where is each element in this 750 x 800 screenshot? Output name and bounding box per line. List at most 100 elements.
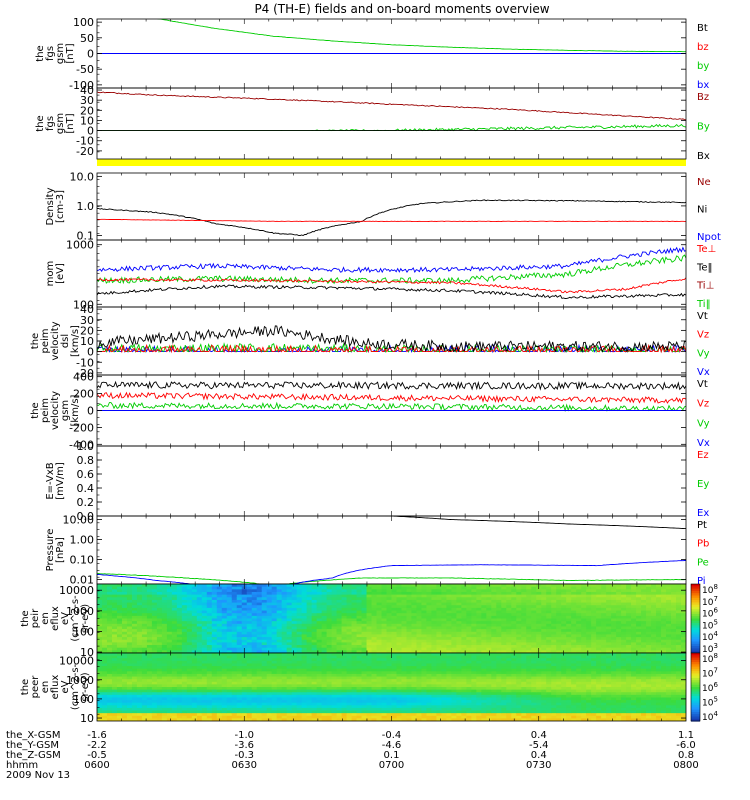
y-tick-label: 10 — [80, 114, 94, 127]
x-annotation-value: -6.0 — [676, 740, 696, 751]
y-tick-label: -400 — [69, 438, 94, 451]
y-tick-label: 20 — [80, 104, 94, 117]
y-tick-label: 0 — [87, 346, 94, 359]
y-tick-label: 0.10 — [70, 554, 95, 567]
legend-entry: Ni — [697, 205, 707, 216]
y-tick-label: 400 — [73, 371, 94, 384]
y-tick-label: 20 — [80, 324, 94, 337]
series-group — [97, 19, 686, 54]
x-annotation-value: 0600 — [84, 760, 109, 771]
legend-entry: Bx — [697, 151, 710, 162]
y-axis-label: eV — [60, 612, 71, 625]
x-annotation-value: -1.0 — [234, 730, 254, 741]
y-tick-label: 100 — [73, 693, 94, 706]
x-annotation-value: 0730 — [526, 760, 551, 771]
y-tick-label: 100 — [73, 16, 94, 29]
y-tick-label: 1000 — [66, 239, 94, 252]
y-tick-label: 50 — [80, 32, 94, 45]
legend-entry: Vt — [697, 379, 708, 390]
y-tick-label: -100 — [69, 79, 94, 92]
y-tick-label: 0.1 — [77, 229, 95, 242]
y-tick-label: 0.0 — [77, 510, 95, 523]
y-tick-label: 10000 — [59, 655, 94, 668]
legend-entry: Vz — [697, 330, 709, 341]
legend-entry: Ti‖ — [696, 299, 711, 310]
legend-entry: Vt — [697, 311, 708, 322]
legend-entry: Vx — [697, 438, 710, 449]
y-axis-label: the — [30, 402, 41, 418]
panel-4: 1000 100 mom [eV] Te⊥ Te‖ Ti⊥ Ti‖ — [45, 239, 716, 312]
y-axis-label: sr-eV) — [80, 604, 91, 633]
y-tick-label: 40 — [80, 303, 94, 316]
y-axis-label: velocity — [50, 391, 61, 430]
quality-flag-bar — [97, 159, 686, 166]
y-axis-label: gsm — [60, 400, 71, 421]
y-axis-label: peir — [30, 608, 41, 628]
legend-entry: Bz — [697, 92, 709, 103]
series-line — [97, 277, 686, 294]
y-axis-label: en — [40, 612, 51, 625]
panel-frame — [96, 172, 687, 241]
y-axis-label: [nT] — [65, 113, 76, 133]
series-line — [97, 199, 686, 236]
series-line — [97, 391, 686, 404]
y-axis-label: (cm^2-s- — [70, 663, 81, 710]
series-line — [97, 560, 686, 584]
colorbar-label: 107 — [702, 667, 718, 680]
series-line — [97, 325, 686, 354]
legend-entry: Ey — [697, 479, 709, 490]
legend-entry: By — [697, 122, 710, 133]
y-tick-label: 1000 — [66, 605, 94, 618]
y-tick-label: 0.4 — [77, 482, 95, 495]
y-axis-label: velocity — [50, 321, 61, 360]
y-axis-label: mom — [45, 261, 56, 287]
y-tick-label: 0 — [87, 48, 94, 61]
y-axis-label: [nPa] — [55, 537, 66, 563]
legend-entry: Pt — [697, 520, 707, 531]
y-tick-label: 0.01 — [70, 574, 95, 587]
y-tick-label: 1.0 — [77, 440, 95, 453]
x-annotation-value: -0.5 — [87, 750, 107, 761]
y-tick-label: 10 — [80, 712, 94, 725]
y-axis-label: [cm-3] — [55, 190, 66, 223]
y-tick-label: 0.6 — [77, 468, 95, 481]
legend-entry: bx — [697, 80, 709, 91]
series-line — [97, 380, 686, 391]
y-tick-label: -50 — [76, 63, 94, 76]
x-annotation-value: 0630 — [232, 760, 257, 771]
y-axis-label: [mV/m] — [55, 462, 66, 500]
x-annotation-value: 0.1 — [384, 750, 400, 761]
x-annotation-value: -0.4 — [382, 730, 402, 741]
plot-title: P4 (TH-E) fields and on-board moments ov… — [254, 2, 549, 16]
y-axis-label: the — [20, 610, 31, 626]
y-tick-label: 40 — [80, 84, 94, 97]
y-tick-label: -20 — [76, 367, 94, 380]
y-axis-label: eV — [60, 680, 71, 693]
y-tick-label: 10000 — [59, 584, 94, 597]
legend-entry: Bt — [697, 23, 708, 34]
y-tick-label: 10.0 — [70, 170, 95, 183]
legend-entry: Te⊥ — [696, 244, 716, 255]
panel-8: 10.00 1.00 0.10 0.01 Pressure [nPa] Pt Pb Pe Pi — [45, 514, 709, 587]
series-group — [97, 246, 686, 299]
y-axis-label: the — [35, 115, 46, 131]
panel-7: 1.00.80.60.40.20.0 E=-VxB [mV/m] Ez Ey Ex — [45, 440, 709, 523]
legend-entry: Te‖ — [696, 262, 713, 273]
y-tick-label: 1000 — [66, 674, 94, 687]
series-line — [97, 91, 686, 121]
legend-entry: Pi — [697, 576, 706, 587]
series-line — [97, 573, 686, 584]
legend-entry: Vz — [697, 399, 709, 410]
series-line — [97, 343, 686, 354]
y-axis-label: sr-eV) — [80, 672, 91, 701]
x-annotation-label: the_Y-GSM — [6, 740, 59, 751]
y-axis-label: Pressure — [45, 529, 56, 572]
panel-3: 10.0 1.0 0.1 Density [cm-3] Ne Ni Npot — [45, 170, 721, 243]
panel-frame — [96, 445, 687, 517]
spectrogram — [97, 584, 686, 653]
legend-entry: bz — [697, 42, 709, 53]
